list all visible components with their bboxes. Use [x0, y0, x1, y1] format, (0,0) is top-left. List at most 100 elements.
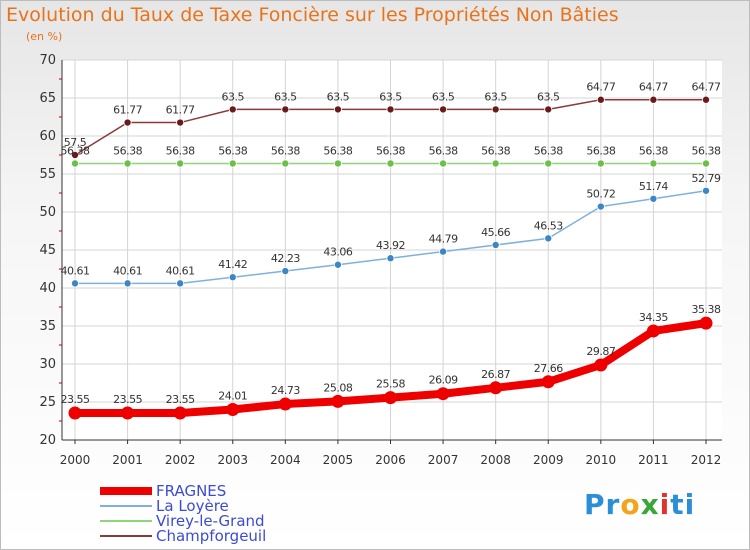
data-label: 56.38 [218, 145, 247, 158]
data-label: 56.38 [692, 145, 721, 158]
x-tick-label: 2008 [480, 453, 511, 467]
data-label: 56.38 [323, 145, 352, 158]
data-label: 56.38 [271, 145, 300, 158]
data-label: 56.38 [376, 145, 405, 158]
data-point [439, 247, 448, 256]
data-point [541, 375, 555, 389]
data-point [176, 159, 185, 168]
data-point [68, 406, 82, 420]
data-label: 56.38 [481, 145, 510, 158]
x-tick-label: 2012 [691, 453, 722, 467]
data-point [176, 118, 185, 127]
data-label: 63.5 [379, 90, 402, 103]
data-label: 61.77 [166, 104, 195, 117]
legend-swatch [100, 487, 152, 495]
data-label: 57.5 [64, 136, 87, 149]
data-point [226, 403, 240, 417]
data-label: 34.35 [639, 311, 668, 324]
x-tick-label: 2007 [428, 453, 459, 467]
y-tick-label: 70 [39, 53, 56, 68]
data-label: 52.79 [692, 172, 721, 185]
data-point [71, 150, 80, 159]
data-point [544, 234, 553, 243]
proxiti-logo: Proxiti [584, 488, 695, 521]
data-label: 23.55 [113, 393, 142, 406]
data-point [384, 391, 397, 405]
data-label: 24.73 [271, 384, 300, 397]
data-point [491, 159, 500, 168]
x-tick-label: 2005 [323, 453, 354, 467]
data-label: 56.38 [61, 145, 90, 158]
data-label: 40.61 [61, 264, 90, 277]
legend-label: FRAGNES [156, 482, 227, 500]
data-point [386, 159, 395, 168]
chart-subtitle: (en %) [26, 30, 63, 43]
data-point [491, 105, 500, 114]
x-tick-label: 2003 [217, 453, 248, 467]
data-point [596, 202, 605, 211]
x-tick-label: 2000 [60, 453, 91, 467]
data-label: 23.55 [166, 393, 195, 406]
data-point [439, 159, 448, 168]
data-point [596, 159, 605, 168]
data-point [71, 159, 80, 168]
data-label: 56.38 [113, 145, 142, 158]
data-point [439, 105, 448, 114]
data-point [491, 240, 500, 249]
data-label: 42.23 [271, 252, 300, 265]
data-point [281, 105, 290, 114]
data-point [544, 159, 553, 168]
data-point [228, 105, 237, 114]
data-label: 27.66 [534, 362, 563, 375]
data-label: 24.01 [218, 390, 247, 403]
data-label: 56.38 [429, 145, 458, 158]
data-label: 46.53 [534, 219, 563, 232]
y-tick-label: 25 [39, 395, 56, 410]
data-point [489, 381, 503, 395]
data-label: 25.08 [323, 381, 352, 394]
legend-label: Champforgeuil [156, 527, 267, 545]
data-label: 63.5 [484, 90, 507, 103]
legend-swatch [100, 535, 152, 537]
data-label: 63.5 [222, 90, 245, 103]
data-point [281, 267, 290, 276]
data-point [228, 273, 237, 282]
legend-label: La Loyère [156, 497, 229, 515]
data-label: 50.72 [586, 188, 615, 201]
data-label: 61.77 [113, 104, 142, 117]
y-tick-label: 30 [39, 357, 56, 372]
y-tick-label: 35 [39, 319, 56, 334]
data-point [702, 186, 711, 195]
x-tick-label: 2006 [375, 453, 406, 467]
data-label: 56.38 [586, 145, 615, 158]
data-point [544, 105, 553, 114]
data-label: 40.61 [113, 264, 142, 277]
x-tick-label: 2011 [638, 453, 669, 467]
logo-letters: ti [670, 488, 696, 521]
logo-letters: i [659, 488, 671, 521]
logo-letters: o [620, 488, 641, 521]
data-point [649, 95, 658, 104]
data-label: 26.09 [429, 374, 458, 387]
logo-letters: x [640, 488, 660, 521]
logo-letters: Pr [584, 488, 621, 521]
x-tick-label: 2004 [270, 453, 301, 467]
data-label: 26.87 [481, 368, 510, 381]
legend-swatch [100, 505, 152, 507]
data-label: 45.66 [481, 226, 510, 239]
x-tick-label: 2001 [112, 453, 143, 467]
x-tick-label: 2009 [533, 453, 564, 467]
data-label: 56.38 [166, 145, 195, 158]
data-label: 43.06 [323, 246, 352, 259]
data-label: 29.87 [586, 345, 615, 358]
data-label: 35.38 [692, 303, 721, 316]
data-point [594, 358, 608, 372]
y-tick-label: 45 [39, 243, 56, 258]
data-point [333, 260, 342, 269]
data-label: 40.61 [166, 264, 195, 277]
data-label: 64.77 [586, 81, 615, 94]
data-label: 63.5 [537, 90, 560, 103]
data-point [123, 118, 132, 127]
data-point [649, 194, 658, 203]
